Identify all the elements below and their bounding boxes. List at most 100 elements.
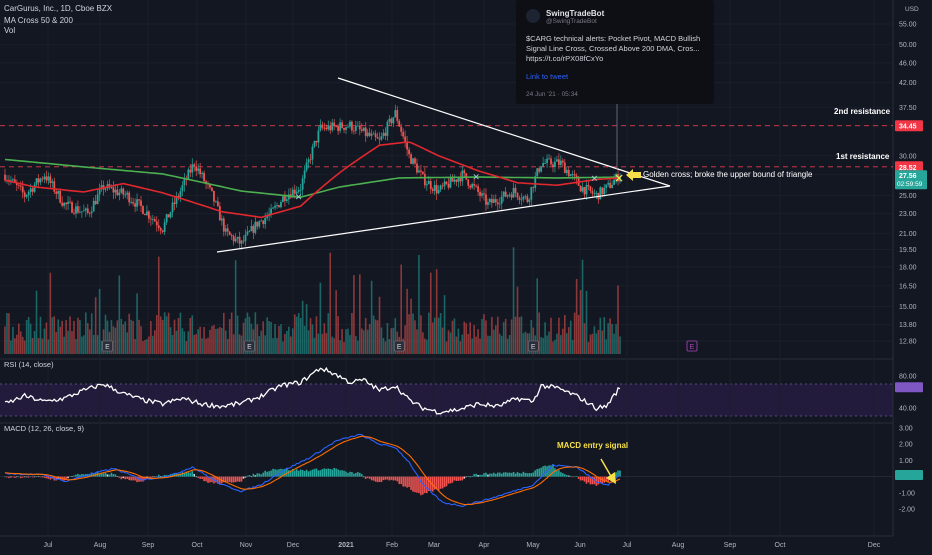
candle-body xyxy=(449,177,452,188)
volume-bar xyxy=(262,321,265,354)
volume-bar xyxy=(567,327,570,354)
candle-body xyxy=(420,170,422,172)
volume-bar xyxy=(587,341,590,354)
candle-body xyxy=(252,225,255,233)
triangle-pattern xyxy=(216,77,671,253)
tweet-link[interactable]: Link to tweet xyxy=(526,72,569,81)
volume-bar xyxy=(260,330,263,354)
price-tick-label: 13.80 xyxy=(899,322,917,329)
tweet-popup[interactable]: SwingTradeBot @SwingTradeBot $CARG techn… xyxy=(516,0,714,104)
volume-bar xyxy=(10,340,12,354)
candle-body xyxy=(79,211,81,213)
candle-body xyxy=(155,221,158,226)
candle-body xyxy=(603,187,606,195)
macd-histogram-bar xyxy=(357,472,359,477)
candle-body xyxy=(149,218,152,220)
candle-body xyxy=(475,185,478,187)
macd-histogram-bar xyxy=(565,474,568,477)
macd-tick-label: -2.00 xyxy=(899,507,915,514)
macd-histogram-bar xyxy=(27,476,30,478)
volume-bar xyxy=(199,326,201,354)
volume-bar xyxy=(400,264,403,354)
volume-bar xyxy=(8,313,10,354)
tweet-text: $CARG technical alerts: Pocket Pivot, MA… xyxy=(526,34,701,63)
volume-bar xyxy=(477,329,479,354)
candle-body xyxy=(309,159,312,161)
macd-histogram-bar xyxy=(465,476,468,478)
price-tick-label: 23.00 xyxy=(899,211,917,218)
candle-body xyxy=(370,133,373,136)
volume-bar xyxy=(424,338,426,354)
candle-body xyxy=(404,136,407,142)
macd-histogram-bar xyxy=(341,470,343,477)
volume-bar xyxy=(374,319,377,354)
macd-histogram-bar xyxy=(195,476,198,478)
volume-bar xyxy=(92,334,95,354)
time-tick-label: May xyxy=(526,542,540,549)
candle-body xyxy=(550,158,552,165)
candle-body xyxy=(522,196,525,200)
macd-histogram-bar xyxy=(512,471,515,477)
macd-histogram-bar xyxy=(282,469,284,477)
volume-bar xyxy=(88,329,91,354)
volume-indicator-legend[interactable]: Vol xyxy=(4,26,16,35)
candle-body xyxy=(321,124,324,128)
macd-histogram-bar xyxy=(329,468,332,477)
macd-histogram-bar xyxy=(67,476,69,479)
macd-histogram-bar xyxy=(252,473,255,477)
candle-body xyxy=(508,194,511,196)
candle-body xyxy=(228,231,231,235)
volume-bar xyxy=(142,340,144,354)
volume-bar xyxy=(416,329,418,354)
macd-histogram-bar xyxy=(595,476,598,486)
macd-histogram-bar xyxy=(181,472,184,477)
volume-bar xyxy=(599,317,602,354)
volume-bar xyxy=(323,323,326,354)
volume-bar xyxy=(495,325,497,354)
volume-bar xyxy=(573,312,576,354)
triangle-upper-line xyxy=(337,77,671,187)
time-tick-label: Aug xyxy=(94,542,107,549)
volume-bar xyxy=(167,312,170,354)
macd-histogram-bar xyxy=(250,476,253,478)
volume-bar xyxy=(562,328,564,354)
volume-bar xyxy=(516,286,519,354)
volume-bar xyxy=(148,336,150,354)
volume-bar xyxy=(364,318,367,354)
candle-body xyxy=(73,212,75,214)
volume-bar xyxy=(51,317,54,354)
macd-histogram-bar xyxy=(615,472,617,477)
candle-body xyxy=(427,181,430,185)
macd-histogram-bar xyxy=(424,476,426,494)
time-tick-label: Dec xyxy=(287,542,300,549)
volume-bar xyxy=(248,316,251,354)
volume-bar xyxy=(197,329,199,354)
macd-histogram-bar xyxy=(412,476,414,492)
candle-body xyxy=(540,166,543,172)
macd-histogram-bar xyxy=(39,476,42,478)
macd-histogram-bar xyxy=(429,476,432,491)
macd-histogram-bar xyxy=(201,476,203,479)
volume-bar xyxy=(366,329,369,354)
volume-bar xyxy=(571,340,574,354)
candle-body xyxy=(86,208,89,213)
candle-body xyxy=(165,214,168,223)
tweet-avatar xyxy=(526,9,540,23)
macd-histogram-bar xyxy=(226,476,229,482)
ma-indicator-legend[interactable]: MA Cross 50 & 200 xyxy=(4,16,73,25)
symbol-legend[interactable]: CarGurus, Inc., 1D, Cboe BZX xyxy=(4,4,113,13)
candle-body xyxy=(262,220,265,225)
candle-body xyxy=(445,181,448,184)
macd-histogram-bar xyxy=(258,473,261,477)
candle-body xyxy=(110,187,113,189)
candle-body xyxy=(593,193,596,195)
candle-body xyxy=(153,219,156,222)
macd-histogram-bar xyxy=(402,476,404,487)
macd-histogram-bar xyxy=(585,476,588,484)
volume-bar xyxy=(234,260,237,354)
candle-body xyxy=(441,185,444,187)
volume-bar xyxy=(343,341,345,354)
volume-bar xyxy=(282,341,284,354)
candle-body xyxy=(71,202,73,213)
volume-bar xyxy=(422,332,424,354)
